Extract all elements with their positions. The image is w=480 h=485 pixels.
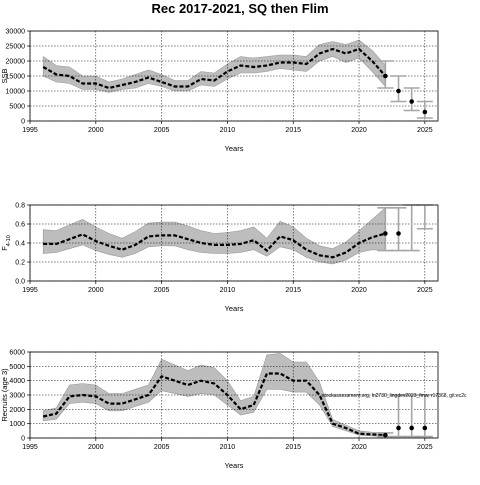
y-tick-label: 0.0: [15, 279, 25, 286]
projection-point: [383, 73, 388, 79]
y-tick-label: 5000: [9, 364, 25, 371]
y-tick-label: 0.2: [15, 260, 25, 267]
y-axis-title: F4-10: [0, 235, 12, 251]
median-line: [42, 372, 386, 437]
x-tick-label: 2020: [351, 444, 367, 451]
projection-point: [409, 99, 414, 104]
x-tick-label: 2005: [154, 287, 170, 294]
y-axis-title-subscript: 4-10: [6, 235, 12, 246]
projection-point: [396, 231, 401, 236]
x-tick-label: 2015: [285, 287, 301, 294]
x-tick-label: 1995: [22, 287, 38, 294]
y-tick-label: 5000: [9, 104, 25, 111]
x-tick-label: 2015: [285, 127, 301, 134]
y-tick-label: 20000: [6, 59, 26, 66]
projection-point: [396, 88, 401, 94]
x-axis-title: Years: [225, 304, 244, 313]
y-tick-label: 1000: [9, 421, 25, 428]
projection-point: [383, 231, 388, 236]
x-tick-label: 2020: [351, 287, 367, 294]
y-axis-title: Recruits (age 3): [0, 368, 9, 422]
x-tick-label: 2010: [220, 444, 236, 451]
x-tick-label: 2010: [220, 127, 236, 134]
x-axis-title: Years: [225, 461, 244, 470]
y-tick-label: 2000: [9, 407, 25, 414]
panel-2: 1995 2000 2005 2010 2015 2020 2025 0.0 0.2 0.4 0.6…: [0, 203, 439, 313]
x-tick-label: 2010: [220, 287, 236, 294]
confidence-band: [42, 207, 386, 265]
y-tick-label: 0: [21, 436, 25, 443]
x-tick-label: 2025: [417, 127, 433, 134]
x-tick-label: 2000: [88, 287, 104, 294]
x-axis-title: Years: [225, 144, 244, 153]
median-line: [43, 232, 386, 259]
y-tick-label: 4000: [9, 378, 25, 385]
y-tick-label: 30000: [6, 29, 26, 36]
x-tick-label: 2025: [417, 287, 433, 294]
source-annotation: stockassessment.org, ln2730_lingdev2023_…: [322, 393, 467, 399]
y-tick-label: 3000: [9, 393, 25, 400]
panel-1: 1995 2000 2005 2010 2015 2020 2025 0 5000 10000 15…: [0, 29, 439, 153]
projection-point: [422, 109, 428, 115]
y-tick-label: 0.4: [15, 241, 25, 248]
y-tick-label: 0.8: [15, 203, 25, 210]
y-tick-label: 25000: [6, 44, 26, 51]
x-tick-label: 1995: [22, 444, 38, 451]
x-tick-label: 2015: [285, 444, 301, 451]
x-tick-label: 2025: [417, 444, 433, 451]
confidence-band: [42, 39, 386, 93]
panel-3: 1995 2000 2005 2010 2015 2020 2025 0 1000 2000 300…: [0, 350, 467, 471]
x-tick-label: 2005: [154, 444, 170, 451]
median-line: [42, 47, 387, 90]
y-axis-title: SSB: [0, 68, 9, 83]
x-tick-label: 2000: [88, 127, 104, 134]
x-tick-label: 1995: [22, 127, 38, 134]
projection-point: [409, 425, 414, 431]
x-tick-label: 2005: [154, 127, 170, 134]
y-tick-label: 0: [21, 119, 25, 126]
projection-point: [383, 432, 388, 438]
y-tick-label: 10000: [6, 89, 26, 96]
projection-point: [396, 425, 401, 431]
x-tick-label: 2020: [351, 127, 367, 134]
y-tick-label: 0.6: [15, 222, 25, 229]
projection-point: [422, 425, 428, 431]
chart-title: Rec 2017-2021, SQ then Flim: [151, 1, 328, 16]
y-tick-label: 15000: [6, 74, 26, 81]
y-tick-label: 6000: [9, 350, 25, 357]
x-tick-label: 2000: [88, 444, 104, 451]
